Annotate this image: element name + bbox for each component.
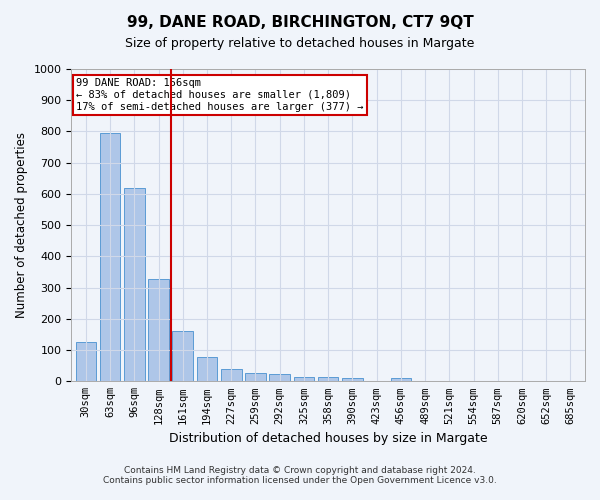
Bar: [100, 133, 121, 382]
Bar: [124, 188, 145, 382]
Text: Contains HM Land Registry data © Crown copyright and database right 2024.
Contai: Contains HM Land Registry data © Crown c…: [103, 466, 497, 485]
Bar: [293, 376, 314, 382]
Bar: [197, 358, 217, 382]
Text: 99, DANE ROAD, BIRCHINGTON, CT7 9QT: 99, DANE ROAD, BIRCHINGTON, CT7 9QT: [127, 15, 473, 30]
Bar: [342, 378, 362, 382]
Bar: [245, 373, 266, 382]
Text: 99 DANE ROAD: 156sqm
← 83% of detached houses are smaller (1,809)
17% of semi-de: 99 DANE ROAD: 156sqm ← 83% of detached h…: [76, 78, 364, 112]
Y-axis label: Number of detached properties: Number of detached properties: [15, 132, 28, 318]
Bar: [318, 376, 338, 382]
Bar: [269, 374, 290, 382]
Bar: [148, 279, 169, 382]
Bar: [221, 369, 242, 382]
Bar: [391, 378, 411, 382]
Text: Size of property relative to detached houses in Margate: Size of property relative to detached ho…: [125, 38, 475, 51]
Bar: [172, 332, 193, 382]
Bar: [76, 342, 96, 382]
X-axis label: Distribution of detached houses by size in Margate: Distribution of detached houses by size …: [169, 432, 487, 445]
